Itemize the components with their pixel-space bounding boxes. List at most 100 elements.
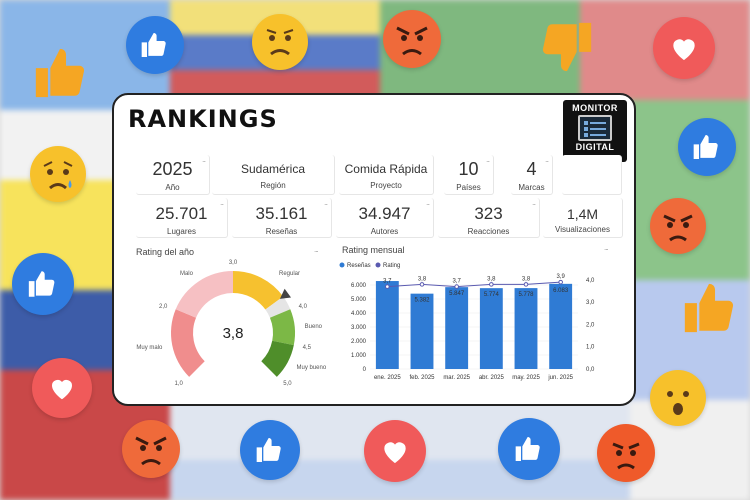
page-title: RANKINGS xyxy=(128,105,278,133)
kpi-brands: 4 Marcas ... xyxy=(511,155,553,195)
kpi-label: Región xyxy=(260,181,286,190)
bar-resenas xyxy=(479,288,503,369)
y-left-tick-label: 0 xyxy=(363,367,367,373)
thumbs-up-icon xyxy=(27,40,93,106)
line-data-label: 3,7 xyxy=(383,279,392,285)
surprised-face-icon xyxy=(650,370,706,426)
kpi-label: Países xyxy=(456,183,481,192)
more-options-icon[interactable]: ... xyxy=(220,200,224,207)
line-data-label: 3,7 xyxy=(452,279,461,285)
kpi-value: 4 xyxy=(526,159,537,179)
crying-face-icon xyxy=(30,146,86,202)
more-options-icon[interactable]: ... xyxy=(545,157,549,164)
kpi-value: 35.161 xyxy=(255,204,308,223)
gauge-tick-label: 4,5 xyxy=(303,345,312,351)
x-tick-label: abr. 2025 xyxy=(479,375,505,381)
kpi-label: Lugares xyxy=(167,227,196,236)
kpi-year: 2025 Año ... xyxy=(136,155,210,195)
kpi-label: Proyecto xyxy=(370,181,402,190)
y-left-tick-label: 1.000 xyxy=(351,353,367,359)
kpi-reactions: 323 Reacciones ... xyxy=(438,198,540,238)
kpi-label: Reseñas xyxy=(265,227,298,236)
more-options-icon[interactable]: ... xyxy=(604,243,609,252)
kpi-value: 323 xyxy=(474,204,503,223)
thumbs-down-icon xyxy=(534,14,600,80)
more-options-icon[interactable]: ... xyxy=(324,200,328,207)
monthly-rating-chart: Reseñas Rating 0 1.000 2.000 3.000 4.000 5.000 6… xyxy=(339,262,595,381)
like-circle-icon xyxy=(126,16,184,74)
like-circle-icon xyxy=(498,418,560,480)
legend-label-resenas: Reseñas xyxy=(347,263,371,269)
gauge-tick-label: 2,0 xyxy=(159,304,168,310)
legend-marker-resenas xyxy=(339,262,345,268)
rating-gauge: 3,8 1,0 2,0 3,0 4,0 4,5 5,0 Muy malo Malo Regular… xyxy=(136,260,326,387)
kpi-label: Autores xyxy=(370,227,399,236)
bar-resenas xyxy=(410,293,434,369)
y-left-tick-label: 4.000 xyxy=(351,311,367,317)
gauge-pointer xyxy=(279,288,292,299)
gauge-band-bueno xyxy=(269,309,295,346)
kpi-empty xyxy=(562,155,622,195)
kpi-value: 34.947 xyxy=(358,204,411,223)
line-data-label: 3,9 xyxy=(556,274,565,280)
more-options-icon[interactable]: ... xyxy=(532,200,536,207)
dashboard-panel: RANKINGS MONITOR DIGITAL 2025 Año ... Su… xyxy=(112,93,636,406)
gauge-band-label: Malo xyxy=(180,271,194,277)
bar-data-label: 5.778 xyxy=(518,292,534,298)
y-right-tick-label: 1,0 xyxy=(586,345,595,351)
heart-circle-icon xyxy=(364,420,426,482)
y-left-tick-label: 5.000 xyxy=(351,297,367,303)
more-options-icon[interactable]: ... xyxy=(202,157,206,164)
gauge-tick-label: 5,0 xyxy=(283,381,292,387)
x-tick-label: jun. 2025 xyxy=(547,375,573,381)
bar-data-label: 6.083 xyxy=(553,288,569,294)
bar-resenas xyxy=(514,288,538,369)
kpi-places: 25.701 Lugares ... xyxy=(136,198,228,238)
more-options-icon[interactable]: ... xyxy=(426,200,430,207)
kpi-countries: 10 Países ... xyxy=(444,155,494,195)
kpi-value: 2025 xyxy=(152,159,193,179)
gauge-band-regular-track xyxy=(265,296,291,318)
angry-face-icon xyxy=(597,424,655,482)
gauge-band-regular-filled xyxy=(233,271,284,310)
y-right-tick-label: 2,0 xyxy=(586,322,595,328)
legend-marker-rating xyxy=(375,262,381,268)
bar-data-label: 5.774 xyxy=(484,292,500,298)
worried-face-icon xyxy=(252,14,308,70)
like-circle-icon xyxy=(678,118,736,176)
kpi-label: Año xyxy=(165,183,180,192)
gauge-tick-label: 1,0 xyxy=(174,381,183,387)
gauge-band-label: Muy malo xyxy=(136,345,163,351)
kpi-views: 1,4M Visualizaciones xyxy=(543,198,623,238)
kpi-value: Sudamérica xyxy=(240,162,306,176)
kpi-value: Comida Rápida xyxy=(344,162,428,176)
bar-data-label: 5.382 xyxy=(414,298,430,304)
angry-face-icon xyxy=(122,420,180,478)
x-tick-label: mar. 2025 xyxy=(443,375,470,381)
kpi-project: Comida Rápida Proyecto xyxy=(339,155,434,195)
kpi-reviews: 35.161 Reseñas ... xyxy=(232,198,332,238)
more-options-icon[interactable]: ... xyxy=(486,157,490,164)
heart-circle-icon xyxy=(653,17,715,79)
y-left-tick-label: 6.000 xyxy=(351,283,367,289)
angry-face-icon xyxy=(650,198,706,254)
line-rating xyxy=(387,281,561,288)
kpi-label: Marcas xyxy=(518,183,545,192)
thumbs-up-icon xyxy=(676,275,742,341)
angry-face-icon xyxy=(383,10,441,68)
gauge-band-muy-malo xyxy=(171,309,205,377)
x-tick-label: feb. 2025 xyxy=(409,375,435,381)
point-rating xyxy=(523,282,529,287)
bar-resenas xyxy=(549,283,573,369)
more-options-icon[interactable]: ... xyxy=(314,245,319,254)
bar-data-label: 5.847 xyxy=(449,291,465,297)
y-left-tick-label: 2.000 xyxy=(351,339,367,345)
monitor-icon xyxy=(578,115,612,141)
y-right-tick-label: 3,0 xyxy=(586,300,595,306)
line-data-label: 3,8 xyxy=(418,276,427,282)
kpi-label: Visualizaciones xyxy=(555,225,610,234)
gauge-title: Rating del año xyxy=(136,247,195,257)
point-rating xyxy=(558,279,563,285)
chart-title: Rating mensual xyxy=(342,245,405,255)
gauge-band-label: Muy bueno xyxy=(296,365,326,371)
